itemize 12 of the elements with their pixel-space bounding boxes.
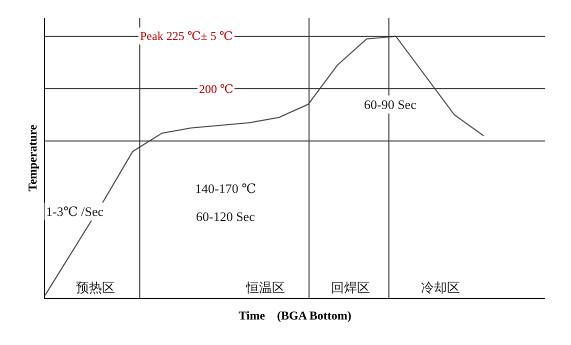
annotation: 冷却区 [421,280,460,295]
annotation: 回焊区 [331,280,370,295]
annotation: 1-3℃ /Sec [46,204,104,219]
annotation: 恒温区 [245,280,285,295]
x-axis-title: Time (BGA Bottom) [238,308,352,322]
ref-line-label: Peak 225 ℃± 5 ℃ [140,29,233,43]
ref-line-label: 200 ℃ [199,82,234,96]
annotation: 60-120 Sec [196,209,256,224]
annotation: 60-90 Sec [364,97,417,112]
y-axis-title: Temperature [25,124,40,192]
annotation: 预热区 [76,280,115,295]
annotation: 140-170 ℃ [195,181,256,196]
